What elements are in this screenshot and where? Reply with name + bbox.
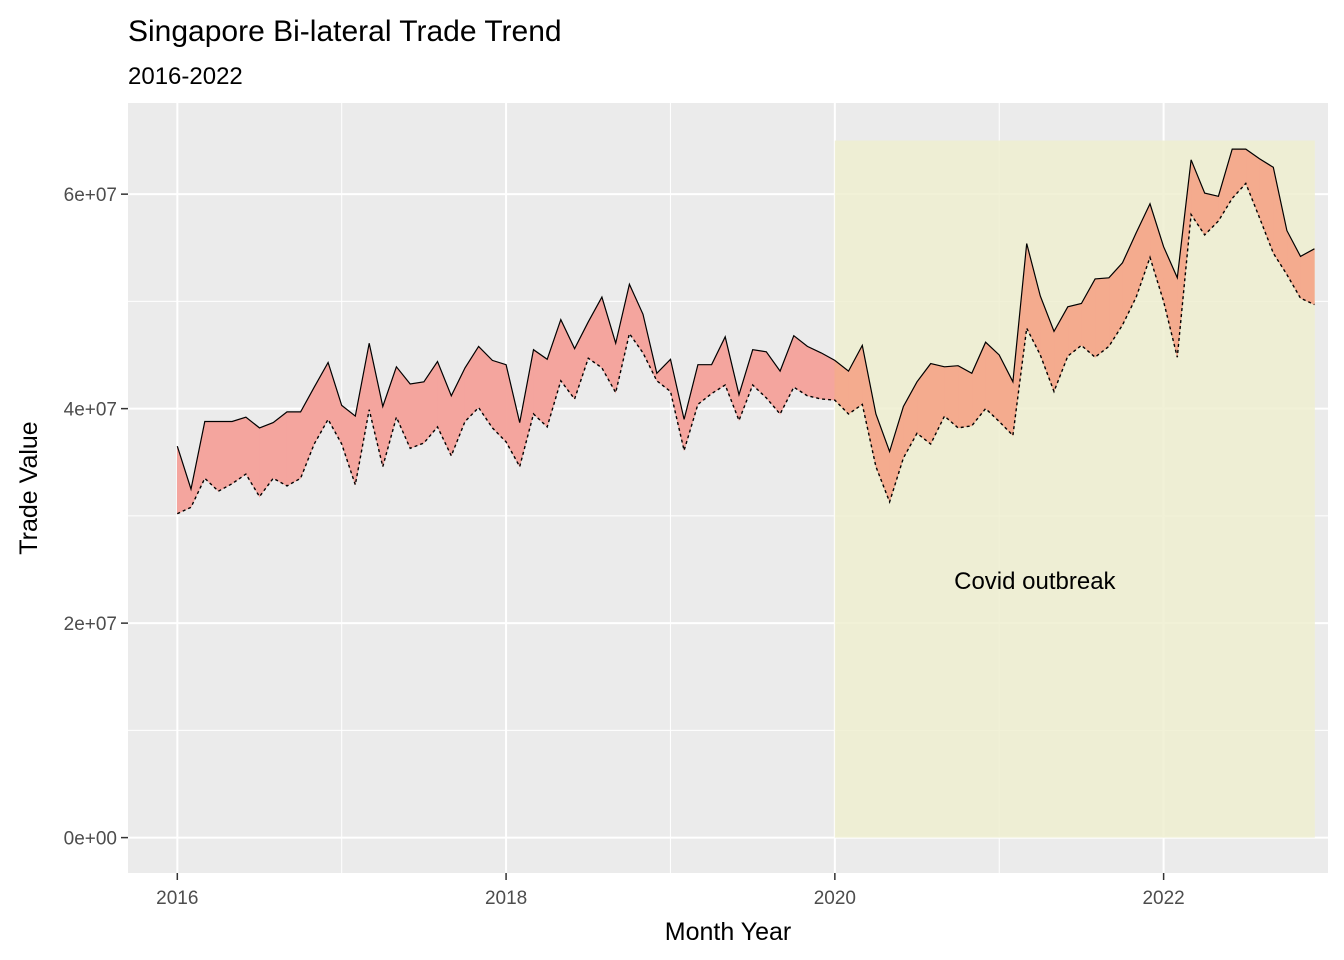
ribbon-segment [272,411,288,487]
upper-trade-line [176,148,1315,492]
chart-subtitle: 2016-2022 [128,63,243,90]
y-tick-label: 0e+00 [64,829,117,850]
x-tick-label: 2018 [485,888,527,909]
y-tick-label: 6e+07 [64,185,117,206]
y-tick-label: 4e+07 [64,400,117,421]
ribbon-segment [1300,248,1315,306]
ribbon-segment [218,421,233,492]
y-axis: 0e+00 2e+07 4e+07 6e+07 [64,185,128,850]
x-tick-label: 2022 [1142,888,1184,909]
ribbon-segment [985,341,1000,423]
ribbon-segment [286,411,301,487]
ribbon-segment [231,416,247,485]
ribbon-segment [807,345,822,400]
covid-shaded-region [834,140,1315,838]
x-axis: 2016 2018 2020 2022 [156,873,1185,909]
covid-annotation: Covid outbreak [954,568,1116,595]
y-tick-label: 2e+07 [64,614,117,635]
ribbon-segment [409,381,425,449]
chart-title: Singapore Bi-lateral Trade Trend [128,15,562,48]
x-axis-title: Month Year [665,918,792,946]
ribbon-segment [820,352,836,401]
x-tick-label: 2016 [156,888,198,909]
y-axis-title: Trade Value [15,421,43,554]
ribbon-segment [957,365,973,429]
ribbon-segment [1094,277,1110,358]
lower-trade-line [177,182,1315,515]
x-tick-label: 2020 [814,888,856,909]
